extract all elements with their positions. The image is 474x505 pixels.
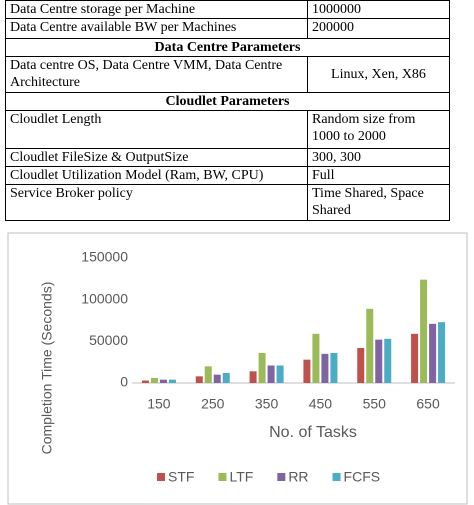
table-row: Cloudlet Utilization Model (Ram, BW, CPU… (5, 166, 450, 185)
bar (159, 379, 167, 383)
table-row: Cloudlet Parameters (5, 92, 450, 111)
table-cell: Linux, Xen, X86 (307, 56, 450, 93)
bar (330, 353, 338, 383)
bar (438, 322, 446, 383)
y-tick-label: 100000 (81, 290, 128, 306)
bar (249, 371, 257, 383)
x-tick-label: 450 (309, 396, 333, 412)
bar (411, 333, 419, 383)
y-tick-label: 0 (120, 374, 128, 390)
bar (222, 373, 230, 383)
table-cell: Data Centre available BW per Machines (5, 18, 308, 39)
bar (429, 323, 437, 383)
parameter-table: Data Centre storage per Machine 1000000 Da… (5, 0, 450, 221)
table-cell: Time Shared, Space Shared (307, 184, 450, 221)
y-tick-label: 150000 (81, 249, 128, 265)
y-axis-title: Completion Time (Seconds) (39, 282, 55, 455)
bar (168, 379, 176, 383)
table-row: Data Centre Parameters (5, 38, 450, 57)
bar (357, 348, 365, 383)
legend-label: STF (168, 469, 194, 485)
x-tick-label: 650 (416, 396, 440, 412)
x-tick-label: 350 (255, 396, 279, 412)
chart-border (7, 232, 468, 505)
bar (258, 353, 266, 383)
table-row: Data Centre storage per Machine 1000000 (5, 0, 450, 19)
bar (366, 308, 374, 383)
table-row: Data Centre available BW per Machines 200… (5, 18, 450, 39)
bar (321, 353, 329, 383)
bar (375, 339, 383, 383)
table-cell: Cloudlet Length (5, 110, 308, 149)
table-row: Cloudlet Length Random size from 1000 to … (5, 110, 450, 149)
chart: No. of Tasks Completion Time (Seconds) 0… (7, 232, 468, 505)
bar (303, 359, 311, 383)
x-tick-label: 550 (363, 396, 387, 412)
bar (276, 365, 284, 383)
legend-swatch (277, 473, 286, 481)
bar (384, 338, 392, 383)
bar (213, 374, 221, 383)
bar (204, 366, 212, 383)
bar (312, 333, 320, 383)
legend-label: LTF (229, 469, 253, 485)
table-cell: 200000 (307, 18, 450, 39)
bar (150, 378, 158, 383)
legend-label: RR (288, 469, 308, 485)
legend-swatch (332, 473, 341, 481)
y-tick-label: 50000 (89, 332, 128, 348)
table-cell: Random size from 1000 to 2000 (307, 110, 450, 149)
table-row: Data centre OS, Data Centre VMM, Data Ce… (5, 56, 450, 93)
table-cell: 1000000 (307, 0, 450, 19)
table-cell: 300, 300 (307, 148, 450, 167)
bar (141, 380, 149, 383)
table-cell: Cloudlet Utilization Model (Ram, BW, CPU… (5, 166, 308, 185)
bar (267, 365, 275, 383)
bar (420, 279, 428, 383)
legend-swatch (157, 473, 165, 481)
bar (195, 376, 203, 383)
table-row: Cloudlet FileSize & OutputSize 300, 300 (5, 148, 450, 167)
section-header: Cloudlet Parameters (5, 92, 450, 111)
table-cell: Service Broker policy (5, 184, 308, 221)
legend-label: FCFS (344, 469, 381, 485)
table-row: Service Broker policy Time Shared, Space … (5, 184, 450, 221)
x-tick-label: 250 (201, 396, 225, 412)
legend-swatch (218, 473, 227, 481)
table-cell: Data centre OS, Data Centre VMM, Data Ce… (5, 56, 308, 93)
table-cell: Full (307, 166, 450, 185)
table-cell: Cloudlet FileSize & OutputSize (5, 148, 308, 167)
x-tick-label: 150 (147, 396, 171, 412)
table-cell: Data Centre storage per Machine (5, 0, 308, 19)
x-axis-title: No. of Tasks (269, 424, 357, 441)
section-header: Data Centre Parameters (5, 38, 450, 57)
